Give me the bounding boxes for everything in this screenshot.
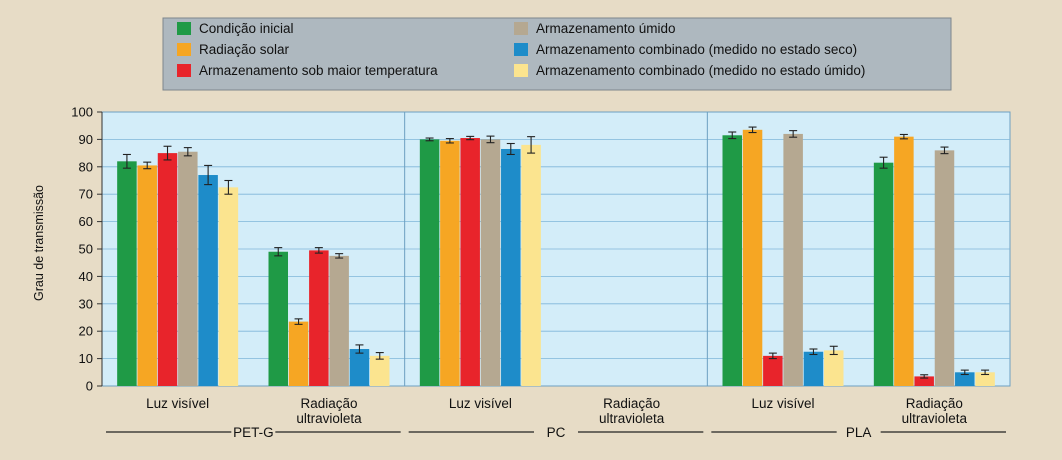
group-label: PLA [846, 425, 872, 440]
bar [873, 162, 894, 386]
bar [117, 161, 137, 386]
y-tick-label: 30 [79, 296, 93, 311]
legend-label: Radiação solar [199, 42, 290, 57]
bar [178, 151, 198, 386]
bar [137, 165, 157, 386]
y-tick-label: 50 [79, 242, 93, 257]
legend-swatch [177, 43, 191, 56]
bar [157, 153, 178, 386]
plot-area [101, 111, 1011, 387]
legend-swatch [514, 22, 528, 35]
bar [419, 139, 440, 386]
bar [309, 250, 329, 386]
category-label: Radiação ultravioleta [902, 396, 968, 426]
category-label-line: Radiação [906, 396, 963, 411]
legend-label: Armazenamento sob maior temperatura [199, 63, 438, 78]
y-axis: Grau de transmissão 0 10 20 30 40 50 60 70 80 90 1… [32, 105, 103, 394]
y-tick-label: 60 [79, 214, 93, 229]
legend-label: Armazenamento combinado (medido no estad… [536, 63, 865, 78]
category-label-line: ultravioleta [599, 411, 665, 426]
bar [501, 148, 521, 386]
category-label: Luz visível [751, 396, 814, 411]
bar [198, 175, 218, 386]
y-axis-label: Grau de transmissão [32, 185, 46, 301]
category-label: Radiação ultravioleta [599, 396, 665, 426]
y-tick-label: 0 [86, 379, 93, 394]
bar [460, 138, 480, 386]
y-tick-label: 90 [79, 132, 93, 147]
category-label: Radiação ultravioleta [296, 396, 362, 426]
category-label-line: ultravioleta [902, 411, 968, 426]
bar [742, 129, 763, 386]
legend: Condição inicial Radiação solar Armazename… [162, 17, 952, 91]
y-tick-label: 40 [79, 269, 93, 284]
bar [329, 255, 349, 386]
category-label-line: Radiação [300, 396, 357, 411]
bar [894, 136, 914, 386]
category-label-line: Luz visível [751, 396, 814, 411]
bar [914, 376, 934, 386]
category-label-line: Luz visível [146, 396, 209, 411]
bar [268, 251, 288, 386]
bar [370, 355, 390, 386]
bar [722, 135, 742, 386]
bar [824, 350, 844, 386]
y-tick-label: 80 [79, 159, 93, 174]
category-label-line: Luz visível [449, 396, 512, 411]
legend-label: Armazenamento úmido [536, 21, 676, 36]
legend-label: Condição inicial [199, 21, 294, 36]
category-label-line: Radiação [603, 396, 660, 411]
bar [288, 321, 309, 386]
legend-swatch [177, 64, 191, 77]
bar [763, 355, 783, 386]
bar [440, 140, 460, 386]
y-tick-label: 10 [79, 351, 93, 366]
y-tick-label: 70 [79, 187, 93, 202]
bar [480, 139, 501, 386]
category-label-line: ultravioleta [296, 411, 362, 426]
legend-label: Armazenamento combinado (medido no estad… [536, 42, 857, 57]
bar [218, 187, 239, 386]
legend-swatch [514, 64, 528, 77]
bar [975, 372, 995, 386]
group-label: PC [547, 425, 566, 440]
category-label: Luz visível [146, 396, 209, 411]
group-label: PET-G [233, 425, 274, 440]
bar [955, 372, 975, 386]
bar [803, 351, 824, 386]
legend-box [162, 17, 952, 91]
y-tick-label: 20 [79, 324, 93, 339]
bar [349, 349, 370, 386]
legend-swatch [177, 22, 191, 35]
bar [783, 133, 803, 386]
bar [934, 150, 955, 386]
group-labels: PET-G PC PLA [106, 425, 1006, 440]
category-label: Luz visível [449, 396, 512, 411]
legend-swatch [514, 43, 528, 56]
bar [521, 144, 541, 386]
y-tick-label: 100 [71, 105, 93, 120]
